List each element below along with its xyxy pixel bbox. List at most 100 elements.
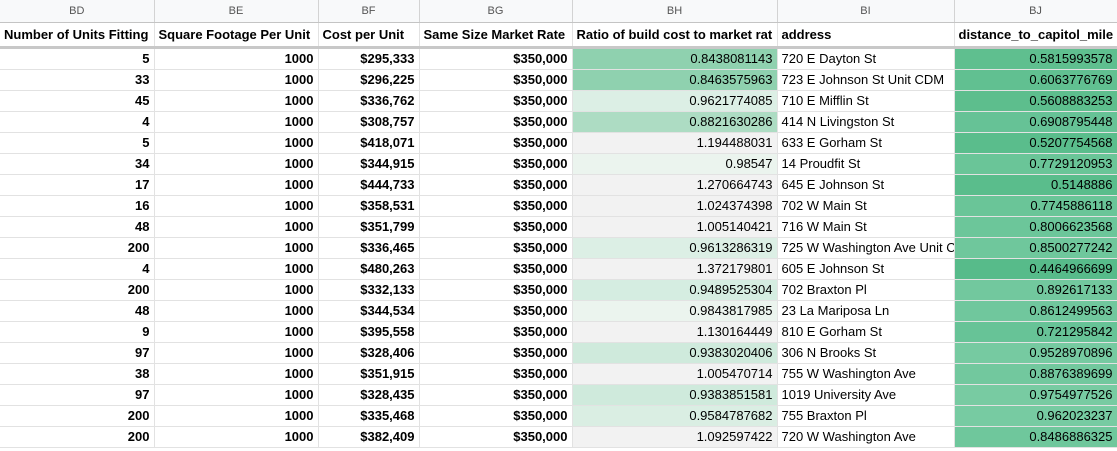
units-cell[interactable]: 34 bbox=[0, 153, 155, 175]
market-rate-cell[interactable]: $350,000 bbox=[419, 300, 573, 322]
units-cell[interactable]: 4 bbox=[0, 111, 155, 133]
market-rate-cell[interactable]: $350,000 bbox=[419, 384, 573, 406]
ratio-cell[interactable]: 1.270664743 bbox=[572, 174, 778, 196]
address-cell[interactable]: 755 W Washington Ave bbox=[777, 363, 955, 385]
units-cell[interactable]: 4 bbox=[0, 258, 155, 280]
market-rate-cell[interactable]: $350,000 bbox=[419, 258, 573, 280]
cost-cell[interactable]: $335,468 bbox=[318, 405, 420, 427]
column-letter-bg[interactable]: BG bbox=[419, 0, 573, 23]
cost-cell[interactable]: $418,071 bbox=[318, 132, 420, 154]
address-cell[interactable]: 645 E Johnson St bbox=[777, 174, 955, 196]
distance-cell[interactable]: 0.7745886118 bbox=[954, 195, 1117, 217]
sqft-cell[interactable]: 1000 bbox=[154, 216, 319, 238]
address-cell[interactable]: 306 N Brooks St bbox=[777, 342, 955, 364]
cost-cell[interactable]: $332,133 bbox=[318, 279, 420, 301]
sqft-cell[interactable]: 1000 bbox=[154, 342, 319, 364]
distance-cell[interactable]: 0.8486886325 bbox=[954, 426, 1117, 448]
ratio-cell[interactable]: 0.9843817985 bbox=[572, 300, 778, 322]
ratio-cell[interactable]: 0.9489525304 bbox=[572, 279, 778, 301]
market-rate-cell[interactable]: $350,000 bbox=[419, 405, 573, 427]
units-cell[interactable]: 16 bbox=[0, 195, 155, 217]
cost-cell[interactable]: $351,915 bbox=[318, 363, 420, 385]
ratio-cell[interactable]: 0.9383851581 bbox=[572, 384, 778, 406]
column-letter-bd[interactable]: BD bbox=[0, 0, 155, 23]
ratio-cell[interactable]: 1.092597422 bbox=[572, 426, 778, 448]
ratio-cell[interactable]: 0.8463575963 bbox=[572, 69, 778, 91]
address-cell[interactable]: 633 E Gorham St bbox=[777, 132, 955, 154]
units-cell[interactable]: 33 bbox=[0, 69, 155, 91]
market-rate-cell[interactable]: $350,000 bbox=[419, 342, 573, 364]
ratio-cell[interactable]: 0.8821630286 bbox=[572, 111, 778, 133]
units-cell[interactable]: 9 bbox=[0, 321, 155, 343]
distance-cell[interactable]: 0.962023237 bbox=[954, 405, 1117, 427]
address-cell[interactable]: 14 Proudfit St bbox=[777, 153, 955, 175]
market-rate-cell[interactable]: $350,000 bbox=[419, 174, 573, 196]
sqft-cell[interactable]: 1000 bbox=[154, 300, 319, 322]
market-rate-cell[interactable]: $350,000 bbox=[419, 132, 573, 154]
header-cell[interactable]: Cost per Unit bbox=[318, 22, 420, 49]
distance-cell[interactable]: 0.8612499563 bbox=[954, 300, 1117, 322]
cost-cell[interactable]: $444,733 bbox=[318, 174, 420, 196]
distance-cell[interactable]: 0.5207754568 bbox=[954, 132, 1117, 154]
address-cell[interactable]: 605 E Johnson St bbox=[777, 258, 955, 280]
address-cell[interactable]: 725 W Washington Ave Unit C bbox=[777, 237, 955, 259]
distance-cell[interactable]: 0.892617133 bbox=[954, 279, 1117, 301]
cost-cell[interactable]: $395,558 bbox=[318, 321, 420, 343]
units-cell[interactable]: 17 bbox=[0, 174, 155, 196]
units-cell[interactable]: 97 bbox=[0, 342, 155, 364]
distance-cell[interactable]: 0.5608883253 bbox=[954, 90, 1117, 112]
address-cell[interactable]: 716 W Main St bbox=[777, 216, 955, 238]
market-rate-cell[interactable]: $350,000 bbox=[419, 237, 573, 259]
units-cell[interactable]: 48 bbox=[0, 300, 155, 322]
cost-cell[interactable]: $344,915 bbox=[318, 153, 420, 175]
column-letter-bi[interactable]: BI bbox=[777, 0, 955, 23]
column-letter-bf[interactable]: BF bbox=[318, 0, 420, 23]
column-letter-be[interactable]: BE bbox=[154, 0, 319, 23]
cost-cell[interactable]: $336,465 bbox=[318, 237, 420, 259]
distance-cell[interactable]: 0.8500277242 bbox=[954, 237, 1117, 259]
distance-cell[interactable]: 0.5815993578 bbox=[954, 47, 1117, 70]
market-rate-cell[interactable]: $350,000 bbox=[419, 195, 573, 217]
column-letter-bh[interactable]: BH bbox=[572, 0, 778, 23]
ratio-cell[interactable]: 0.98547 bbox=[572, 153, 778, 175]
sqft-cell[interactable]: 1000 bbox=[154, 47, 319, 70]
distance-cell[interactable]: 0.9754977526 bbox=[954, 384, 1117, 406]
header-cell[interactable]: Number of Units Fitting bbox=[0, 22, 155, 49]
address-cell[interactable]: 702 Braxton Pl bbox=[777, 279, 955, 301]
units-cell[interactable]: 48 bbox=[0, 216, 155, 238]
address-cell[interactable]: 720 E Dayton St bbox=[777, 47, 955, 70]
distance-cell[interactable]: 0.4464966699 bbox=[954, 258, 1117, 280]
units-cell[interactable]: 200 bbox=[0, 426, 155, 448]
ratio-cell[interactable]: 0.9613286319 bbox=[572, 237, 778, 259]
sqft-cell[interactable]: 1000 bbox=[154, 321, 319, 343]
market-rate-cell[interactable]: $350,000 bbox=[419, 426, 573, 448]
units-cell[interactable]: 38 bbox=[0, 363, 155, 385]
cost-cell[interactable]: $295,333 bbox=[318, 47, 420, 70]
cost-cell[interactable]: $336,762 bbox=[318, 90, 420, 112]
sqft-cell[interactable]: 1000 bbox=[154, 90, 319, 112]
cost-cell[interactable]: $358,531 bbox=[318, 195, 420, 217]
header-cell[interactable]: Same Size Market Rate bbox=[419, 22, 573, 49]
address-cell[interactable]: 710 E Mifflin St bbox=[777, 90, 955, 112]
cost-cell[interactable]: $480,263 bbox=[318, 258, 420, 280]
ratio-cell[interactable]: 1.005140421 bbox=[572, 216, 778, 238]
distance-cell[interactable]: 0.721295842 bbox=[954, 321, 1117, 343]
column-letter-bj[interactable]: BJ bbox=[954, 0, 1117, 23]
address-cell[interactable]: 414 N Livingston St bbox=[777, 111, 955, 133]
sqft-cell[interactable]: 1000 bbox=[154, 174, 319, 196]
sqft-cell[interactable]: 1000 bbox=[154, 153, 319, 175]
cost-cell[interactable]: $328,435 bbox=[318, 384, 420, 406]
market-rate-cell[interactable]: $350,000 bbox=[419, 321, 573, 343]
ratio-cell[interactable]: 0.9621774085 bbox=[572, 90, 778, 112]
market-rate-cell[interactable]: $350,000 bbox=[419, 363, 573, 385]
sqft-cell[interactable]: 1000 bbox=[154, 258, 319, 280]
address-cell[interactable]: 720 W Washington Ave bbox=[777, 426, 955, 448]
ratio-cell[interactable]: 1.194488031 bbox=[572, 132, 778, 154]
ratio-cell[interactable]: 1.372179801 bbox=[572, 258, 778, 280]
ratio-cell[interactable]: 0.9383020406 bbox=[572, 342, 778, 364]
header-cell[interactable]: Ratio of build cost to market rat bbox=[572, 22, 778, 49]
header-cell[interactable]: address bbox=[777, 22, 955, 49]
header-cell[interactable]: distance_to_capitol_mile bbox=[954, 22, 1117, 49]
cost-cell[interactable]: $328,406 bbox=[318, 342, 420, 364]
address-cell[interactable]: 723 E Johnson St Unit CDM bbox=[777, 69, 955, 91]
